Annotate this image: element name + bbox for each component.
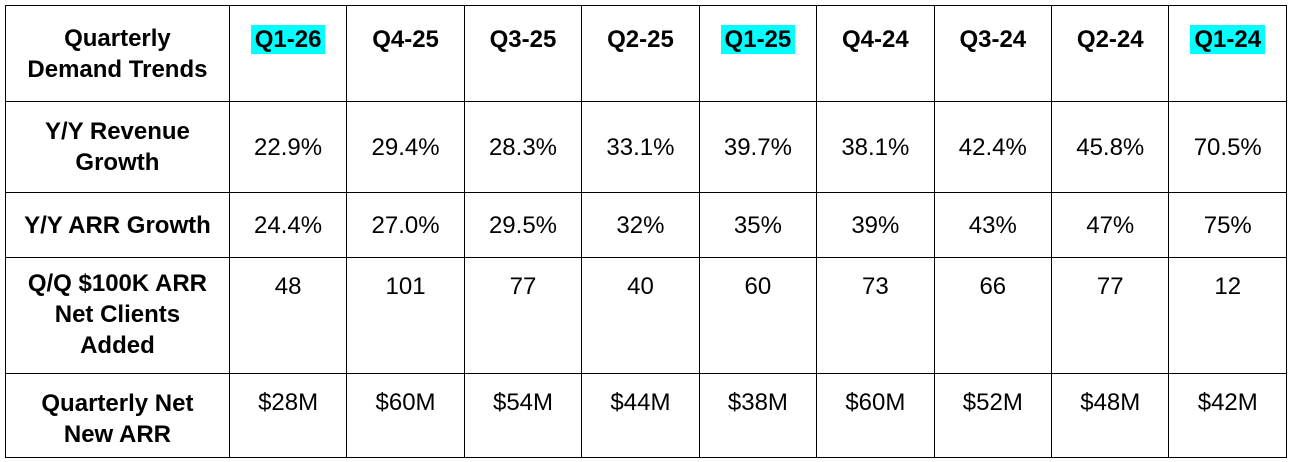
table-cell: 29.5% [463,192,583,258]
column-header-q4-25: Q4-25 [346,5,465,102]
quarter-label: Q4-25 [372,26,439,53]
row-label-line: Y/Y ARR Growth [24,211,211,239]
table-cell: $38M [698,373,818,458]
table-cell: 47% [1051,192,1170,258]
table-cell: 28.3% [463,101,583,193]
table-cell: $54M [463,373,583,458]
table-cell: 39.7% [698,101,818,193]
row-label-line: Y/Y Revenue [44,118,190,145]
quarter-label: Q2-25 [607,26,674,53]
table-cell: 43% [933,192,1053,258]
column-header-q3-24: Q3-24 [933,5,1053,102]
table-row-net-clients-added: Q/Q $100K ARR Net Clients Added 48 101 7… [5,257,1287,374]
highlighted-quarter: Q1-24 [1190,25,1266,54]
column-header-q4-24: Q4-24 [816,5,935,102]
table-cell: $52M [933,373,1053,458]
table-cell: 66 [933,257,1053,374]
table-cell: $48M [1051,373,1170,458]
quarter-label: Q4-24 [842,26,909,53]
row-label-line: New ARR [63,421,171,448]
table-cell: 75% [1168,192,1287,258]
corner-label-line: Quarterly [64,24,171,52]
table-cell: 77 [1051,257,1170,374]
table-cell: 45.8% [1051,101,1170,193]
row-label: Y/Y ARR Growth [5,192,230,258]
table-cell: 77 [463,257,583,374]
row-label: Q/Q $100K ARR Net Clients Added [5,257,230,374]
row-label-line: Net Clients [54,301,181,328]
column-header-q1-25: Q1-25 [698,5,818,102]
table-cell: 70.5% [1168,101,1287,193]
row-label: Quarterly Net New ARR [5,373,230,458]
table-cell: $28M [228,373,348,458]
corner-label: Quarterly Demand Trends [5,5,230,102]
table-cell: 12 [1168,257,1287,374]
table-cell: 40 [581,257,700,374]
table-row-revenue-growth: Y/Y Revenue Growth 22.9% 29.4% 28.3% 33.… [5,101,1287,193]
table-cell: 73 [816,257,935,374]
table-cell: 42.4% [933,101,1053,193]
quarter-label: Q3-25 [489,26,557,53]
row-label: Y/Y Revenue Growth [5,101,230,193]
highlighted-quarter: Q1-25 [720,25,796,54]
quarter-label: Q3-24 [959,26,1027,53]
table-row-arr-growth: Y/Y ARR Growth 24.4% 27.0% 29.5% 32% 35%… [5,192,1287,258]
table-cell: 32% [581,192,700,258]
table-row-net-new-arr: Quarterly Net New ARR $28M $60M $54M $44… [5,373,1287,458]
table-cell: 29.4% [346,101,465,193]
table-cell: $42M [1168,373,1287,458]
table-cell: 33.1% [581,101,700,193]
table-cell: 35% [698,192,818,258]
header-row: Quarterly Demand Trends Q1-26 Q4-25 Q3-2… [5,5,1287,102]
table-cell: 22.9% [228,101,348,193]
row-label-line: Quarterly Net [41,390,194,417]
table-cell: 27.0% [346,192,465,258]
column-header-q1-24: Q1-24 [1168,5,1287,102]
row-label-line: Added [80,332,155,359]
table-cell: 101 [346,257,465,374]
table-cell: 60 [698,257,818,374]
corner-label-line: Demand Trends [27,55,208,83]
column-header-q2-25: Q2-25 [581,5,700,102]
table-cell: 48 [228,257,348,374]
quarter-label: Q2-24 [1076,26,1144,53]
column-header-q3-25: Q3-25 [463,5,583,102]
table-cell: $60M [816,373,935,458]
highlighted-quarter: Q1-26 [250,25,326,54]
table-cell: 24.4% [228,192,348,258]
table-cell: 38.1% [816,101,935,193]
row-label-line: Q/Q $100K ARR [27,270,208,297]
column-header-q1-26: Q1-26 [228,5,348,102]
row-label-line: Growth [75,149,160,176]
table-cell: $60M [346,373,465,458]
table-cell: 39% [816,192,935,258]
column-header-q2-24: Q2-24 [1051,5,1170,102]
table-cell: $44M [581,373,700,458]
demand-trends-table: Quarterly Demand Trends Q1-26 Q4-25 Q3-2… [5,5,1287,458]
